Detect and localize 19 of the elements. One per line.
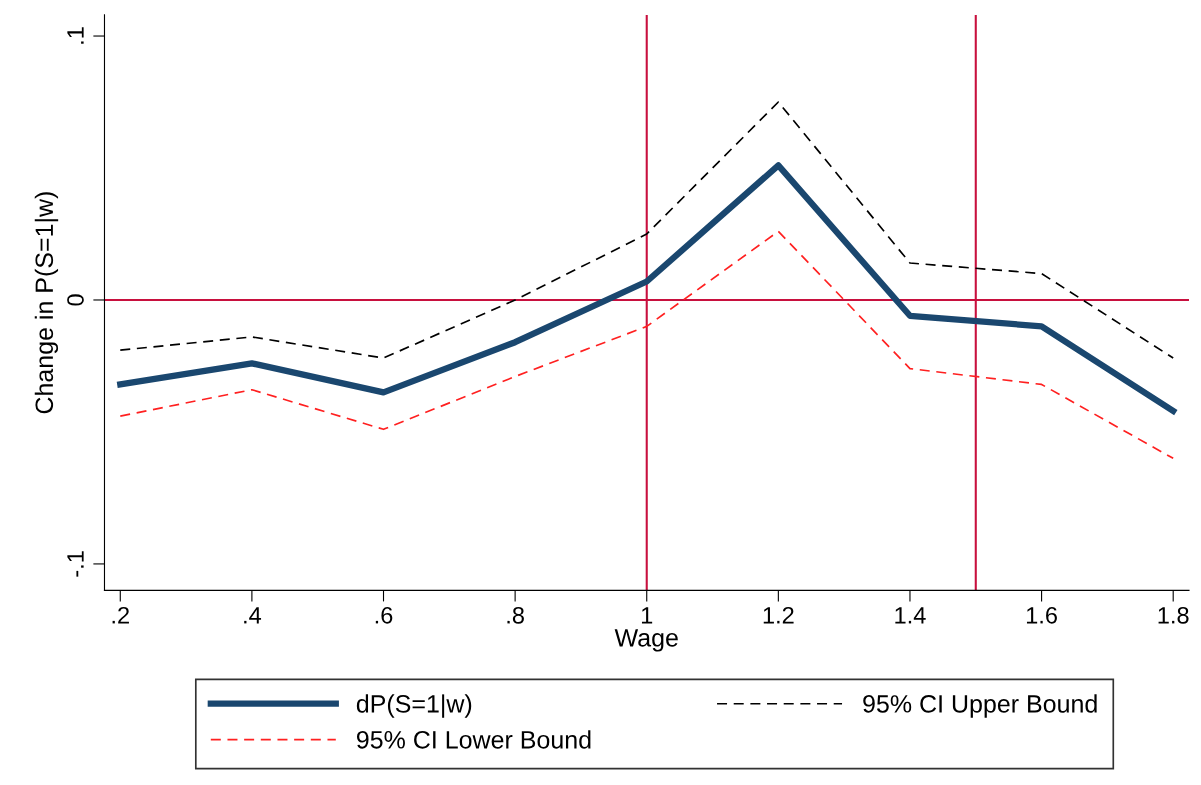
x-tick-label: 1.8 bbox=[1158, 606, 1189, 624]
y-axis-title: Change in P(S=1|w) bbox=[34, 192, 59, 414]
y-tick-label: 0 bbox=[67, 294, 84, 306]
x-tick-label: .6 bbox=[375, 606, 393, 624]
x-tick-label: 1 bbox=[641, 607, 653, 624]
x-axis-title: Wage bbox=[614, 629, 678, 652]
x-tick-label: .8 bbox=[507, 606, 524, 624]
x-tick-label: 1.2 bbox=[763, 606, 794, 624]
y-tick-label: .1 bbox=[67, 27, 84, 44]
x-tick-label: .4 bbox=[244, 607, 262, 624]
line-series bbox=[119, 230, 1175, 460]
y-tick-label: -.1 bbox=[67, 551, 84, 577]
x-tick-label: .2 bbox=[112, 606, 129, 624]
legend-label: 95% CI Lower Bound bbox=[356, 730, 591, 749]
x-tick-label: 1.4 bbox=[895, 607, 926, 624]
x-tick-label: 1.6 bbox=[1026, 606, 1057, 624]
line-series bbox=[119, 101, 1175, 359]
legend-label: 95% CI Upper Bound bbox=[863, 694, 1097, 718]
legend-label: dP(S=1|w) bbox=[356, 694, 472, 718]
